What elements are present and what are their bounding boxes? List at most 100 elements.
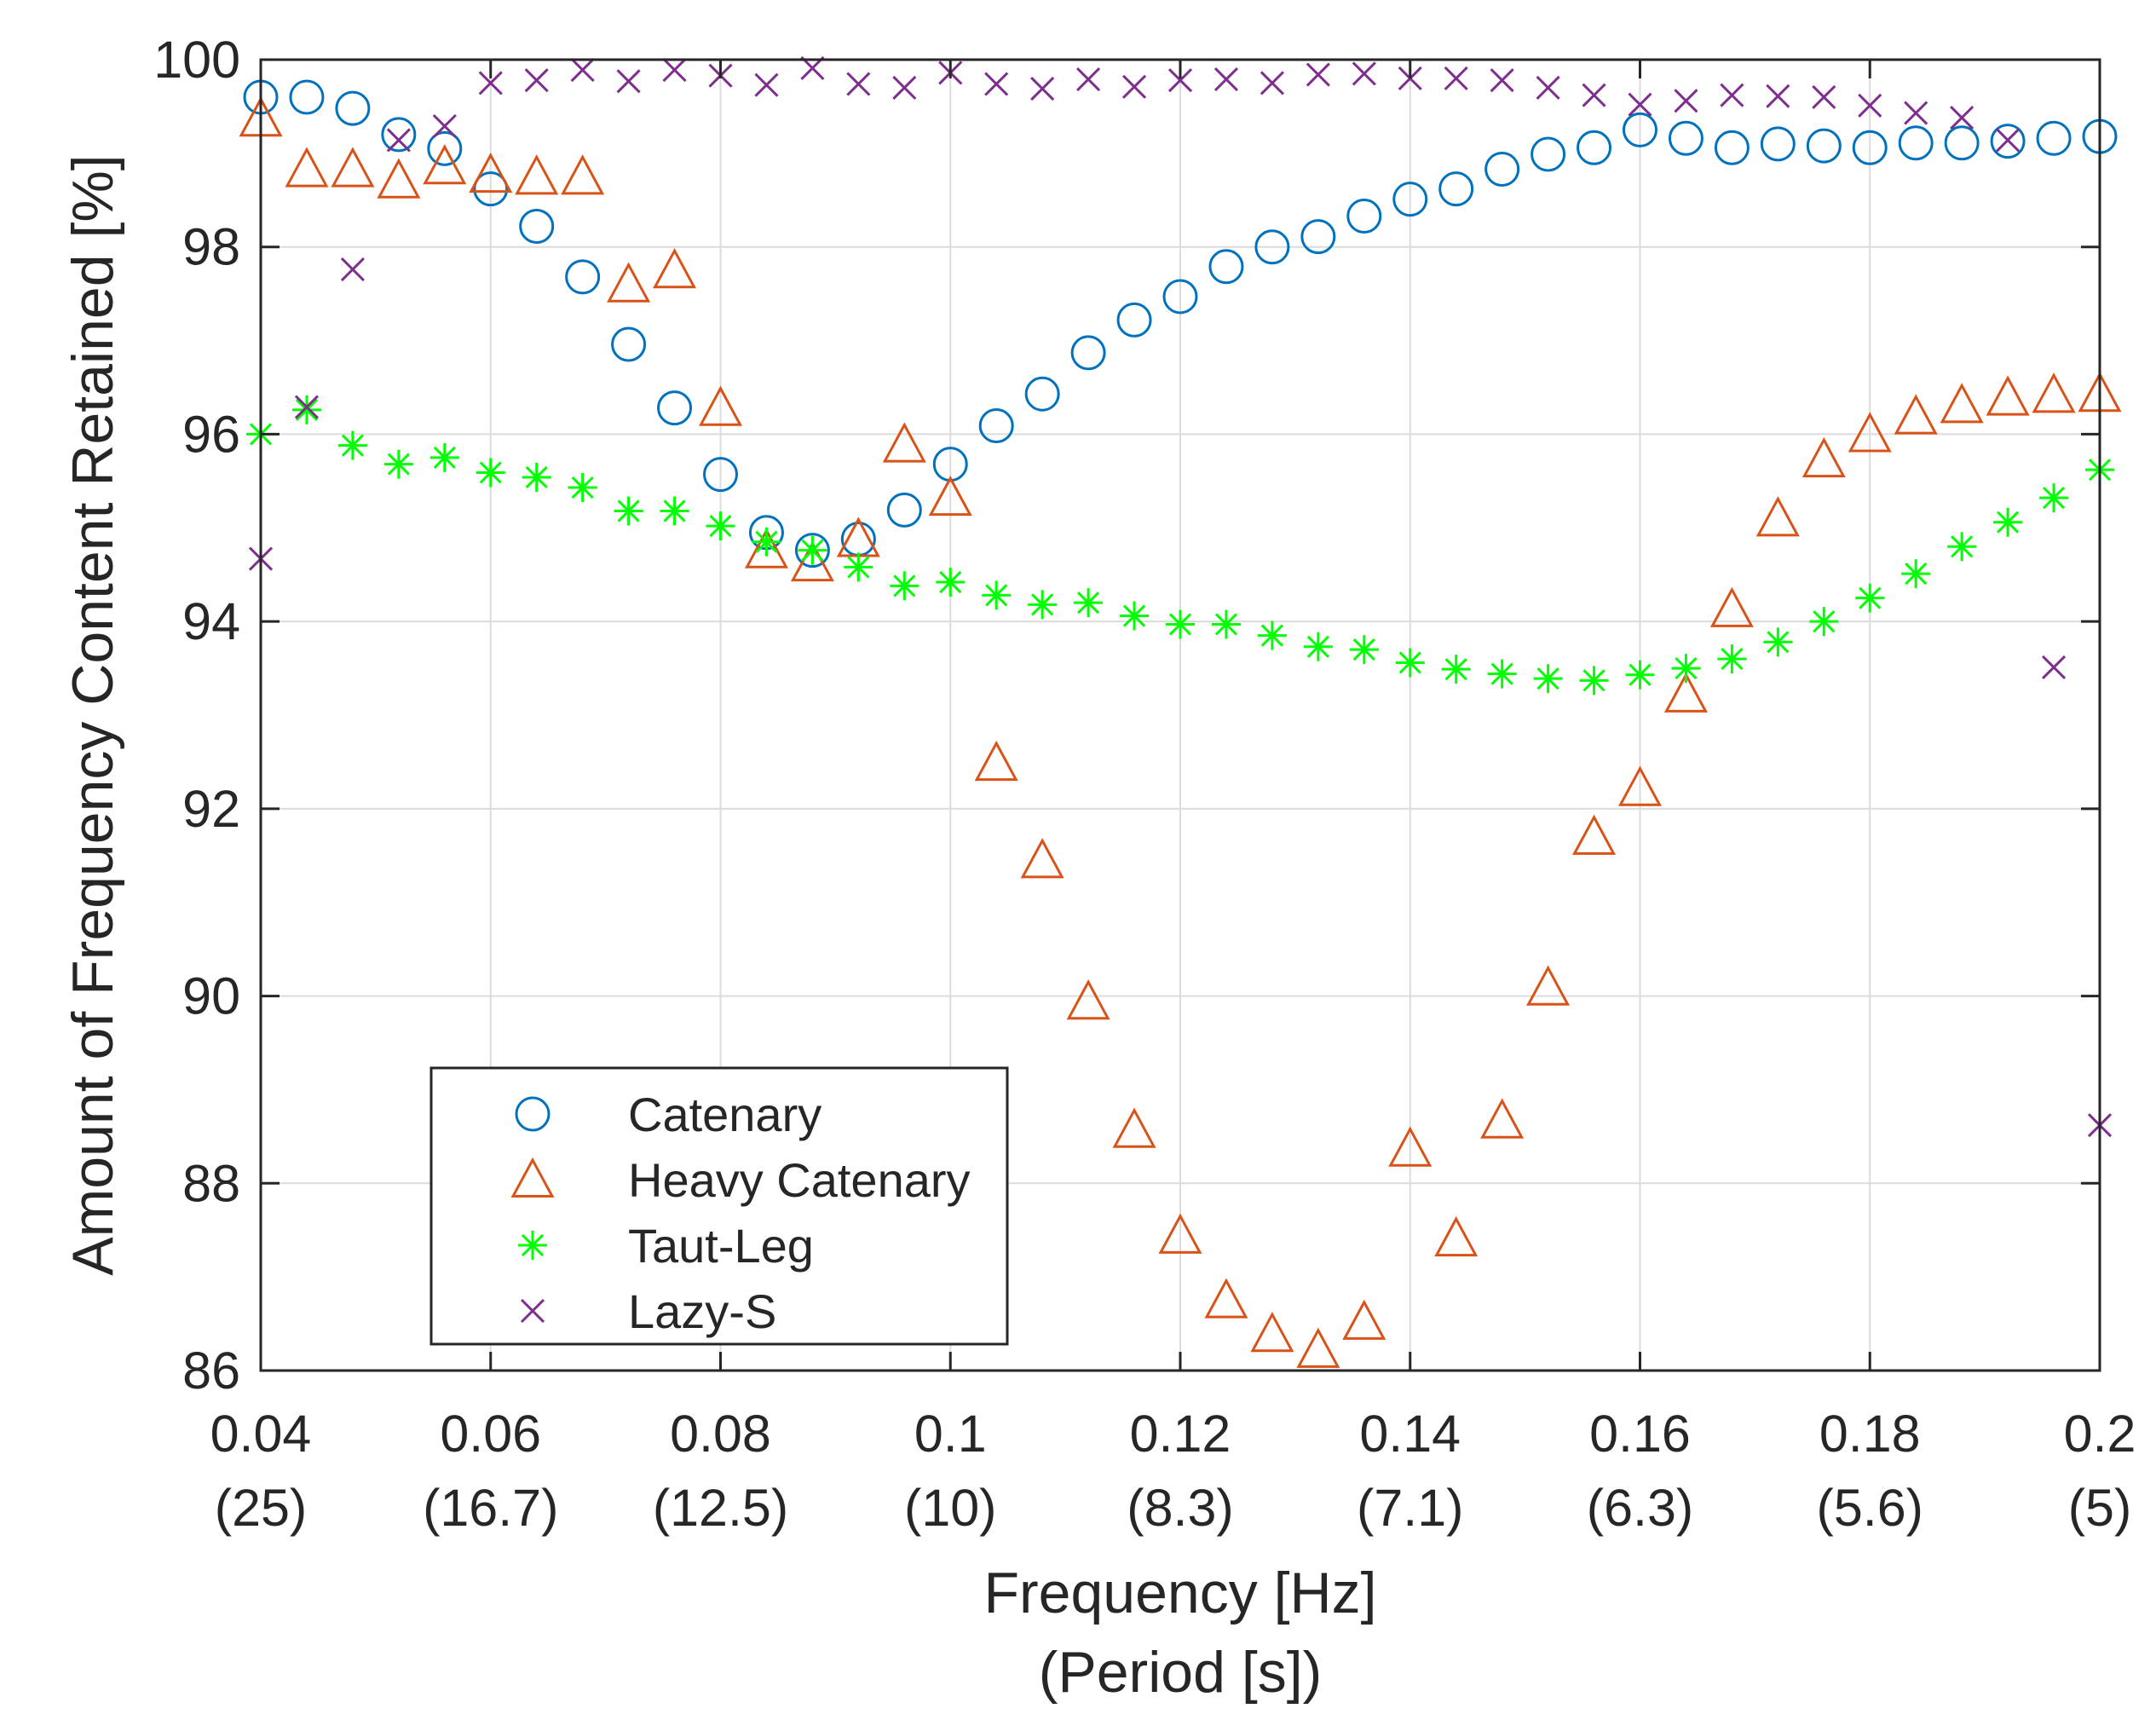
catenary-point	[1990, 124, 2026, 159]
legend-box	[429, 1066, 1009, 1346]
y-axis-label: Amount of Frequency Content Retained [%]	[61, 154, 125, 1275]
taut-leg-point	[1257, 620, 1287, 650]
heavy-catenary-point	[1296, 1327, 1340, 1368]
lazy-s-point	[1260, 71, 1284, 95]
legend-marker-heavy-catenary	[510, 1157, 555, 1198]
y-tick-label: 86	[182, 1342, 240, 1400]
taut-leg-point	[476, 458, 505, 488]
taut-leg-point	[1349, 635, 1379, 665]
legend: Catenary Heavy Catenary Taut-Leg Lazy-S	[429, 1066, 1009, 1346]
heavy-catenary-point	[974, 740, 1018, 782]
lazy-s-point	[1352, 61, 1376, 86]
lazy-s-point	[1536, 75, 1560, 101]
series-taut-leg	[246, 395, 2114, 696]
taut-leg-point	[660, 496, 689, 526]
catenary-point	[381, 117, 417, 153]
heavy-catenary-point	[377, 158, 421, 199]
y-tick-label: 88	[182, 1154, 240, 1212]
catenary-point	[1806, 128, 1842, 164]
lazy-s-point	[1950, 106, 1974, 130]
heavy-catenary-point	[469, 152, 513, 193]
lazy-s-point	[1121, 74, 1147, 99]
taut-leg-point	[383, 449, 413, 479]
x-tick-sublabel: (5.6)	[1817, 1479, 1923, 1537]
lazy-s-point	[892, 75, 917, 101]
catenary-point	[1668, 120, 1703, 156]
heavy-catenary-point	[1388, 1126, 1433, 1167]
y-tick-label: 96	[182, 405, 240, 463]
lazy-s-point	[662, 58, 687, 83]
taut-leg-point	[1809, 607, 1839, 637]
catenary-point	[978, 408, 1014, 444]
taut-leg-point	[429, 442, 459, 472]
lazy-s-point	[386, 128, 411, 153]
catenary-point	[427, 130, 463, 166]
x-tick-sublabel: (6.3)	[1587, 1479, 1693, 1537]
x-tick-sublabel: (12.5)	[653, 1479, 788, 1537]
heavy-catenary-point	[1617, 765, 1663, 806]
taut-leg-point	[844, 552, 873, 582]
catenary-point	[289, 79, 325, 115]
legend-label-heavy-catenary: Heavy Catenary	[628, 1153, 971, 1207]
legend-item-lazy-s: Lazy-S	[520, 1284, 776, 1338]
x-tick-sublabel: (8.3)	[1127, 1479, 1233, 1537]
catenary-point	[1438, 171, 1474, 207]
taut-leg-point	[1120, 601, 1150, 631]
heavy-catenary-point	[1020, 838, 1064, 879]
taut-leg-point	[2039, 483, 2069, 513]
lazy-s-point	[2041, 655, 2067, 680]
x-tick-sublabel: (10)	[904, 1479, 996, 1537]
lazy-s-point	[1812, 84, 1836, 110]
series-lazy-s	[248, 55, 2113, 1138]
taut-leg-point	[1533, 664, 1563, 694]
catenary-point	[1577, 130, 1612, 165]
taut-leg-point	[1028, 590, 1058, 620]
x-axis-label: Frequency [Hz]	[983, 1561, 1376, 1625]
taut-leg-point	[1947, 532, 1977, 562]
taut-leg-point	[1855, 583, 1885, 613]
x-tick-label: 0.04	[210, 1405, 312, 1463]
lazy-s-point	[1306, 62, 1330, 87]
x-tick-sublabel: (25)	[215, 1479, 307, 1537]
taut-leg-point	[1166, 609, 1195, 639]
catenary-point	[886, 492, 922, 528]
legend-marker-taut-leg	[518, 1231, 547, 1260]
heavy-catenary-point	[1526, 965, 1571, 1006]
x-tick-label: 0.16	[1589, 1405, 1691, 1463]
ticks	[259, 58, 2101, 1372]
x-tick-label: 0.08	[670, 1405, 771, 1463]
taut-leg-point	[706, 511, 735, 541]
heavy-catenary-point	[1572, 814, 1617, 855]
heavy-catenary-point	[1709, 586, 1754, 627]
catenary-point	[1116, 302, 1152, 338]
catenary-point	[1898, 125, 1934, 161]
heavy-catenary-point	[607, 262, 651, 303]
heavy-catenary-point	[1250, 1312, 1294, 1353]
heavy-catenary-point	[561, 154, 605, 195]
lazy-s-point	[570, 58, 595, 83]
taut-leg-point	[1303, 632, 1333, 661]
lazy-s-point	[1720, 83, 1744, 107]
y-tick-labels: 86 88 90 92 94 96 98 100	[153, 31, 240, 1400]
heavy-catenary-point	[285, 147, 329, 188]
catenary-point	[1531, 136, 1566, 172]
taut-leg-point	[890, 571, 919, 601]
lazy-s-point	[1213, 67, 1239, 92]
heavy-catenary-point	[653, 248, 697, 289]
catenary-point	[335, 90, 371, 126]
lazy-s-point	[478, 71, 503, 95]
catenary-point	[1623, 112, 1657, 147]
lazy-s-point	[1628, 92, 1652, 117]
y-tick-label: 90	[182, 967, 240, 1025]
catenary-point	[657, 390, 693, 426]
lazy-s-point	[294, 395, 320, 419]
heavy-catenary-point	[1663, 672, 1708, 713]
taut-leg-point	[1901, 559, 1931, 589]
catenary-point	[1346, 198, 1382, 234]
taut-leg-point	[1441, 655, 1471, 684]
taut-leg-point	[1395, 648, 1425, 678]
heavy-catenary-point	[744, 528, 788, 569]
heavy-catenary-point	[331, 147, 375, 188]
catenary-point	[1944, 125, 1980, 161]
heavy-catenary-point	[882, 422, 926, 463]
